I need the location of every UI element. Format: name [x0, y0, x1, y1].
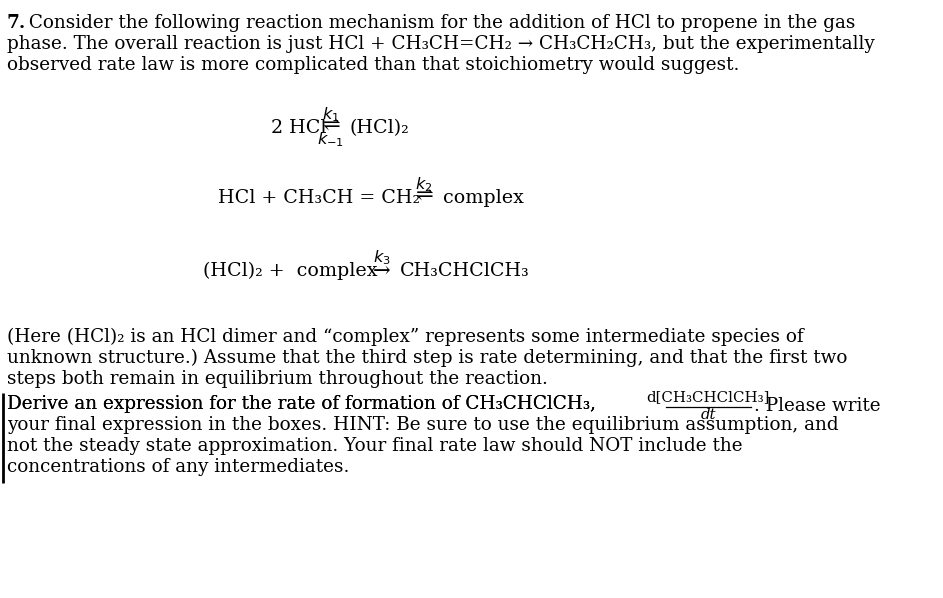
Text: Derive an expression for the rate of formation of CH₃CHClCH₃,: Derive an expression for the rate of for… — [7, 395, 605, 413]
Text: d[CH₃CHClCH₃]: d[CH₃CHClCH₃] — [647, 390, 769, 404]
Text: CH₃CHClCH₃: CH₃CHClCH₃ — [401, 262, 530, 280]
Text: 7.: 7. — [7, 14, 26, 32]
Text: your final expression in the boxes. HINT: Be sure to use the equilibrium assumpt: your final expression in the boxes. HINT… — [7, 416, 838, 434]
Text: phase. The overall reaction is just HCl + CH₃CH=CH₂ → CH₃CH₂CH₃, but the experim: phase. The overall reaction is just HCl … — [7, 35, 874, 53]
Text: observed rate law is more complicated than that stoichiometry would suggest.: observed rate law is more complicated th… — [7, 56, 739, 74]
Text: not the steady state approximation. Your final rate law should NOT include the: not the steady state approximation. Your… — [7, 437, 742, 455]
Text: unknown structure.) Assume that the third step is rate determining, and that the: unknown structure.) Assume that the thir… — [7, 349, 847, 367]
Text: complex: complex — [443, 189, 523, 207]
Text: (HCl)₂: (HCl)₂ — [350, 119, 409, 137]
Text: steps both remain in equilibrium throughout the reaction.: steps both remain in equilibrium through… — [7, 370, 548, 388]
Text: . Please write: . Please write — [754, 397, 881, 415]
Text: ⇌: ⇌ — [415, 186, 433, 205]
Text: 2 HCl: 2 HCl — [271, 119, 326, 137]
Text: concentrations of any intermediates.: concentrations of any intermediates. — [7, 458, 349, 476]
Text: →: → — [372, 262, 390, 281]
Text: $k_3$: $k_3$ — [372, 248, 390, 267]
Text: dt: dt — [701, 408, 716, 422]
Text: ⇌: ⇌ — [322, 116, 339, 135]
Text: (Here (HCl)₂ is an HCl dimer and “complex” represents some intermediate species : (Here (HCl)₂ is an HCl dimer and “comple… — [7, 328, 803, 346]
Text: $k_1$: $k_1$ — [322, 105, 339, 124]
Text: Consider the following reaction mechanism for the addition of HCl to propene in : Consider the following reaction mechanis… — [23, 14, 855, 32]
Text: $k_{-1}$: $k_{-1}$ — [317, 130, 344, 149]
Text: $k_2$: $k_2$ — [416, 175, 433, 194]
Text: Derive an expression for the rate of formation of CH₃CHClCH₃,: Derive an expression for the rate of for… — [7, 395, 605, 413]
Text: (HCl)₂ +  complex: (HCl)₂ + complex — [203, 262, 377, 280]
Text: HCl + CH₃CH = CH₂: HCl + CH₃CH = CH₂ — [218, 189, 420, 207]
